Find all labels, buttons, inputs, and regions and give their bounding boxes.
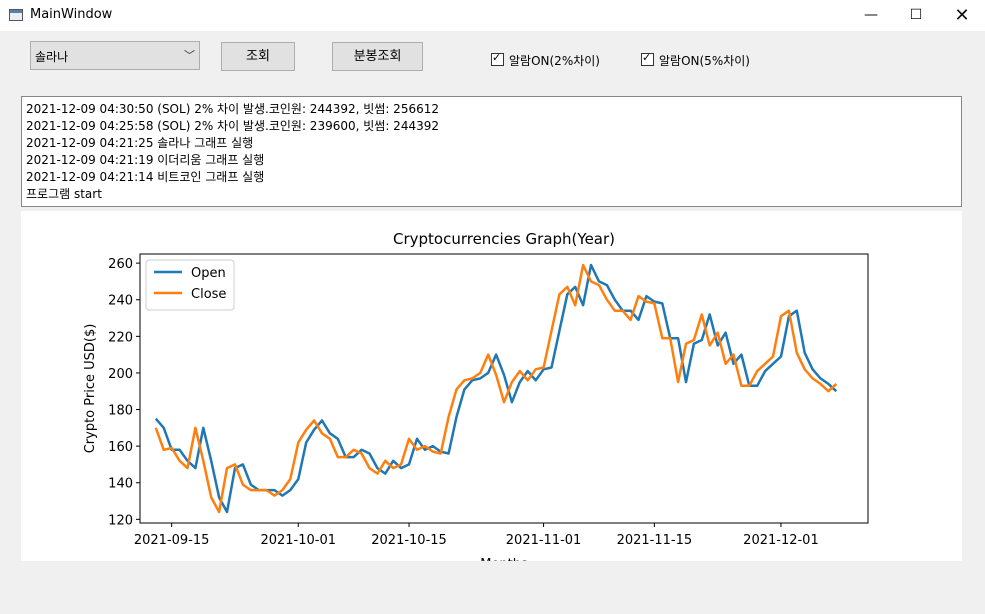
x-tick-label: 2021-09-15 (134, 533, 210, 548)
query-button[interactable]: 조회 (221, 42, 295, 71)
series-line-open (154, 263, 838, 514)
legend-label: Open (191, 266, 226, 281)
y-tick-label: 220 (108, 330, 133, 345)
log-line: 2021-12-09 04:21:14 비트코인 그래프 실행 (26, 170, 265, 184)
coin-select-dropdown[interactable]: 솔라나 ﹀ (30, 41, 200, 70)
y-tick-label: 160 (108, 440, 133, 455)
price-chart: Cryptocurrencies Graph(Year) 120 140 160 180… (83, 230, 869, 572)
coin-select-value: 솔라나 (35, 50, 69, 64)
log-line: 2021-12-09 04:21:19 이더리움 그래프 실행 (26, 153, 265, 167)
y-tick-label: 200 (108, 367, 133, 382)
x-tick-label: 2021-11-15 (617, 533, 693, 548)
log-list[interactable]: 2021-12-09 04:30:50 (SOL) 2% 차이 발생.코인원: … (21, 96, 962, 207)
alarm-5pct-label: 알람ON(5%차이) (659, 54, 750, 68)
chart-title: Cryptocurrencies Graph(Year) (393, 230, 615, 248)
y-tick-label: 140 (108, 477, 133, 492)
log-line: 프로그램 start (26, 187, 102, 201)
log-line: 2021-12-09 04:30:50 (SOL) 2% 차이 발생.코인원: … (26, 102, 439, 116)
plot-frame (139, 253, 869, 524)
app-window-icon (9, 9, 23, 21)
log-line: 2021-12-09 04:25:58 (SOL) 2% 차이 발생.코인원: … (26, 119, 439, 133)
alarm-5pct-checkbox[interactable]: 알람ON(5%차이) (641, 51, 750, 69)
x-tick-label: 2021-12-01 (743, 533, 819, 548)
legend-label: Close (191, 287, 226, 302)
y-axis-label: Crypto Price USD($) (83, 324, 98, 454)
x-tick-label: 2021-10-15 (371, 533, 447, 548)
y-tick-label: 260 (108, 257, 133, 272)
y-tick-label: 240 (108, 294, 133, 309)
checkbox-checked-icon (491, 51, 504, 66)
series-line-close (154, 263, 838, 514)
y-tick-label: 120 (108, 513, 133, 528)
x-tick-label: 2021-11-01 (506, 533, 582, 548)
chart-panel: Cryptocurrencies Graph(Year) 120 140 160 180… (21, 211, 962, 572)
x-tick-label: 2021-10-01 (260, 533, 336, 548)
close-button[interactable]: ✕ (954, 5, 970, 26)
alarm-2pct-checkbox[interactable]: 알람ON(2%차이) (491, 51, 600, 69)
maximize-button[interactable]: ☐ (909, 7, 923, 23)
minimize-button[interactable]: — (864, 7, 878, 23)
minute-query-button[interactable]: 분봉조회 (332, 42, 423, 71)
chevron-down-icon: ﹀ (184, 49, 195, 62)
window-title: MainWindow (30, 7, 113, 22)
y-tick-label: 180 (108, 404, 133, 419)
log-line: 2021-12-09 04:21:25 솔라나 그래프 실행 (26, 136, 254, 150)
x-axis-label: Months (480, 557, 528, 561)
alarm-2pct-label: 알람ON(2%차이) (509, 54, 600, 68)
checkbox-checked-icon (641, 51, 654, 66)
title-bar: MainWindow — ☐ ✕ (0, 0, 985, 31)
